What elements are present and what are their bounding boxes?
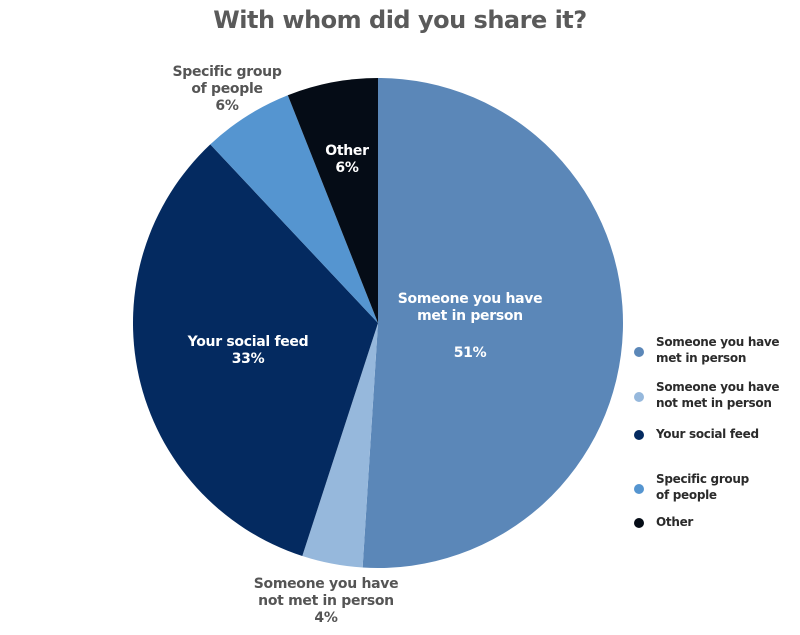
legend-label: Specific group of people (656, 472, 749, 502)
pie-slice-specific-group-of-people (210, 95, 378, 323)
slice-value-label: 6% (215, 98, 238, 114)
pie-slice-other (287, 78, 378, 323)
legend-swatch (634, 484, 644, 494)
slice-value-label: 33% (232, 351, 265, 367)
slice-label: Your social feed 33% (187, 334, 309, 367)
pie-slice-your-social-feed (132, 144, 378, 557)
pie-labels: Someone you have met in person 51% Someone … (172, 64, 542, 626)
slice-label: Other 6% (325, 143, 369, 176)
legend-item: Someone you have met in person (634, 334, 794, 366)
legend-label: Your social feed (656, 427, 759, 441)
pie-slice-someone-you-have-not-met-in-person (302, 323, 378, 568)
legend-item: Other (634, 514, 794, 530)
slice-value-label: 4% (314, 610, 337, 626)
legend-item: Your social feed (634, 426, 794, 442)
slice-label: Specific group of people 6% (172, 64, 281, 114)
slice-label: Someone you have met in person 51% (398, 291, 543, 361)
pie-slices (132, 78, 624, 569)
legend-swatch (634, 430, 644, 440)
legend-swatch (634, 518, 644, 528)
legend-swatch (634, 347, 644, 357)
chart-title: With whom did you share it? (213, 6, 587, 34)
legend-label: Someone you have not met in person (656, 380, 780, 410)
slice-value-label: 6% (335, 160, 358, 176)
legend-item: Specific group of people (634, 471, 794, 503)
slice-value-label: 51% (454, 345, 487, 361)
legend-swatch (634, 392, 644, 402)
slice-label: Someone you have not met in person 4% (254, 576, 399, 626)
legend-label: Someone you have met in person (656, 335, 780, 365)
pie-slice-someone-you-have-met-in-person (362, 78, 624, 569)
legend-label: Other (656, 515, 694, 529)
legend-item: Someone you have not met in person (634, 379, 794, 411)
